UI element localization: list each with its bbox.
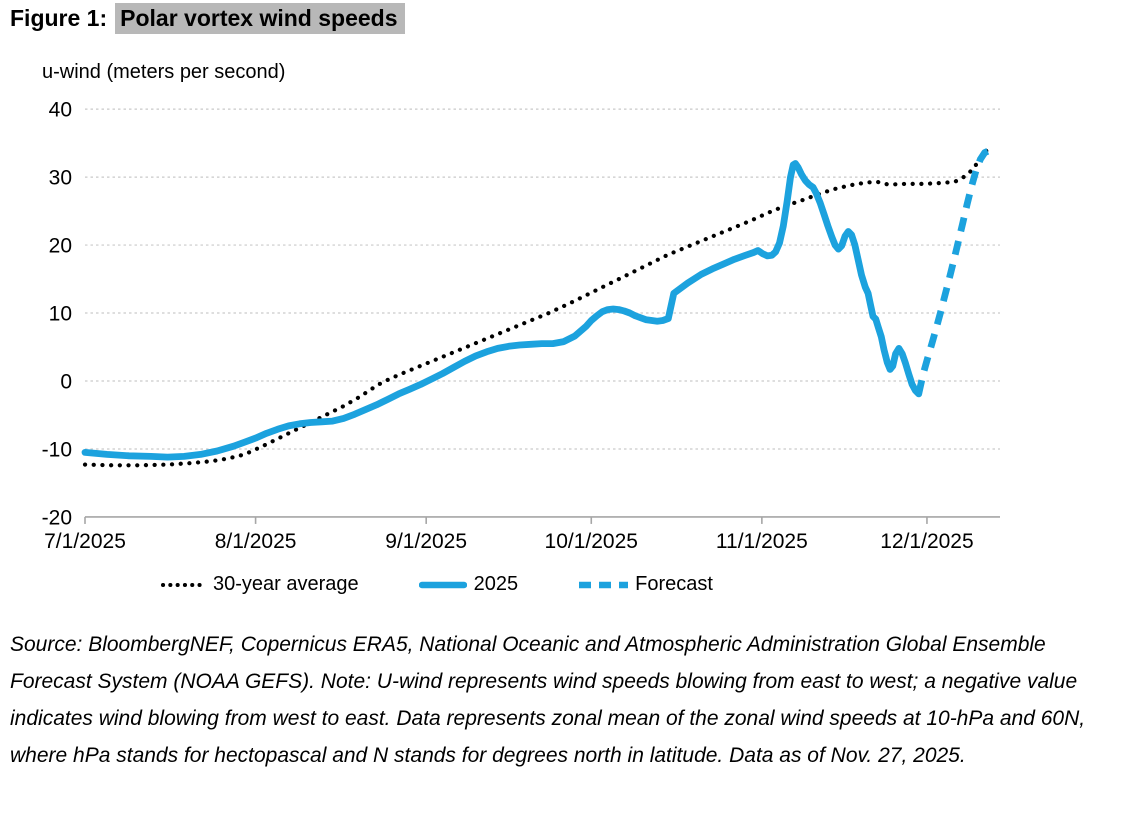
series-line-2025 <box>81 160 923 461</box>
dotted-line-icon <box>161 582 205 587</box>
chart-legend: 30-year average 2025 Forecast <box>160 573 713 596</box>
figure-number: Figure 1: <box>10 5 108 31</box>
legend-label: Forecast <box>635 573 713 595</box>
y-tick-label: 30 <box>49 167 72 190</box>
x-tick-label: 11/1/2025 <box>716 530 808 553</box>
source-note: Source: BloombergNEF, Copernicus ERA5, N… <box>10 633 1086 767</box>
legend-item-30-year-average: 30-year average <box>160 573 359 596</box>
series-line-30-year-average <box>82 145 991 468</box>
y-tick-label: 0 <box>60 371 72 394</box>
y-tick-label: 40 <box>49 99 72 122</box>
legend-label: 2025 <box>473 573 519 595</box>
legend-item-2025: 2025 <box>418 573 519 596</box>
x-tick-label: 9/1/2025 <box>385 530 467 553</box>
x-tick-label: 8/1/2025 <box>215 530 297 553</box>
solid-line-icon <box>418 581 467 588</box>
dashed-line-icon <box>579 581 629 588</box>
legend-item-forecast: Forecast <box>578 573 713 596</box>
y-tick-label: -20 <box>42 506 72 529</box>
y-tick-label: -10 <box>42 438 72 461</box>
x-tick-label: 10/1/2025 <box>545 530 638 553</box>
legend-label: 30-year average <box>213 573 359 595</box>
x-tick-label: 7/1/2025 <box>44 530 126 553</box>
x-tick-label: 12/1/2025 <box>880 530 973 553</box>
figure-title: Figure 1: Polar vortex wind speeds <box>10 3 405 34</box>
y-axis-title: u-wind (meters per second) <box>42 61 286 83</box>
figure-title-highlight: Polar vortex wind speeds <box>115 3 405 34</box>
series-line-forecast <box>915 147 996 395</box>
y-tick-label: 10 <box>49 303 72 326</box>
y-tick-label: 20 <box>49 235 72 258</box>
